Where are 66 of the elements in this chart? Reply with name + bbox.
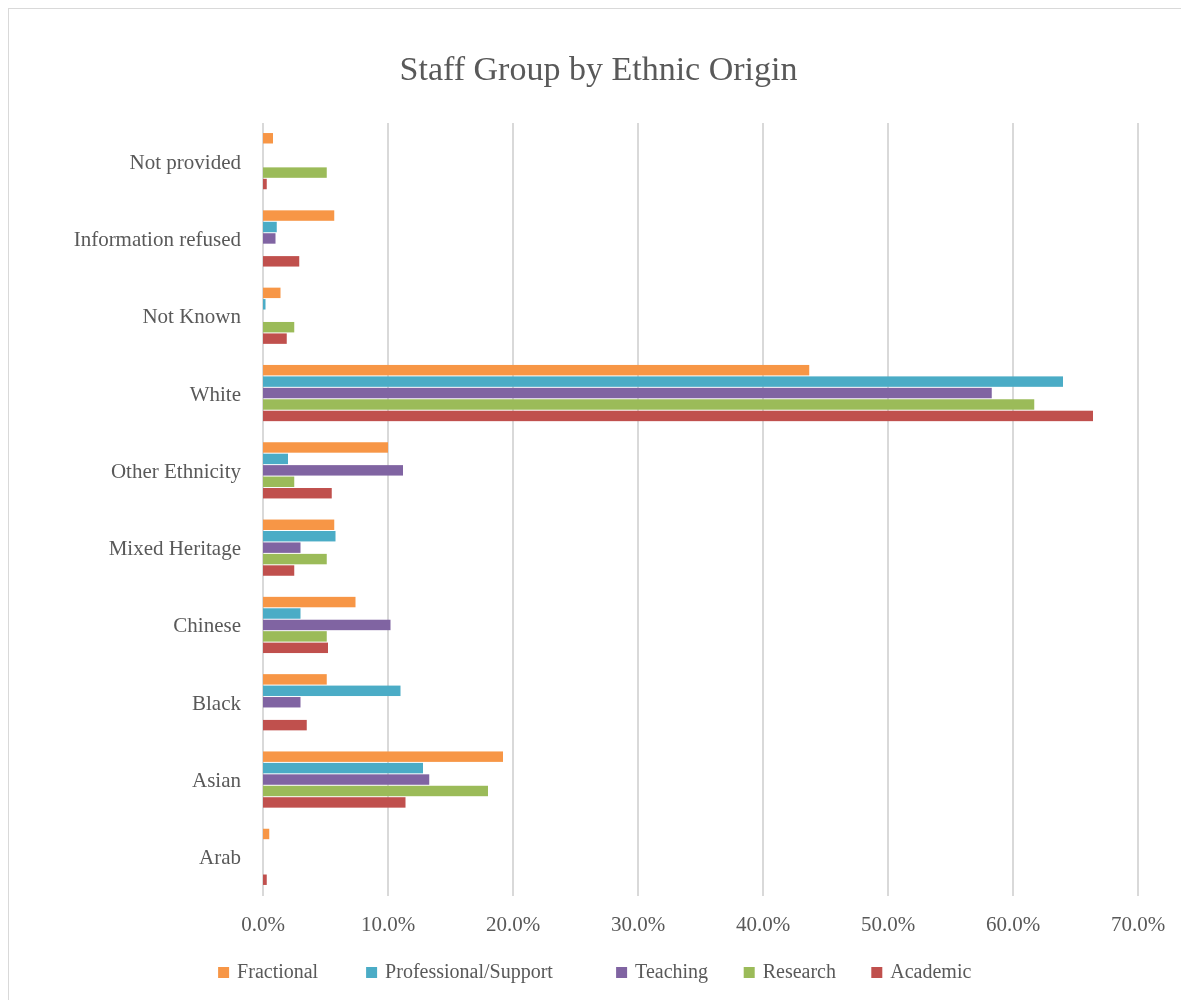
y-tick-label: White [189, 381, 241, 406]
bar [263, 376, 1063, 387]
x-tick-label: 40.0% [735, 912, 791, 936]
bar [263, 299, 266, 310]
legend-label: Teaching [635, 960, 709, 983]
bar [263, 774, 430, 785]
y-tick-label: Asian [192, 768, 242, 793]
x-tick-label: 50.0% [860, 912, 916, 936]
bar [263, 619, 391, 631]
bar [263, 631, 327, 642]
y-tick-label: Arab [199, 845, 241, 870]
bar [263, 697, 301, 708]
bar [263, 178, 267, 190]
bar [263, 321, 295, 333]
bar [263, 410, 1093, 422]
bar [263, 387, 992, 399]
bar [263, 333, 287, 344]
legend-label: Professional/Support [385, 960, 554, 983]
bar [263, 674, 327, 685]
bar [263, 762, 423, 774]
legend-label: Academic [890, 960, 972, 982]
x-tick-label: 0.0% [241, 912, 285, 936]
bar [263, 719, 307, 731]
bar [263, 364, 810, 376]
bar [263, 553, 327, 565]
bar [263, 233, 276, 244]
bar [263, 785, 488, 797]
chart-title: Staff Group by Ethnic Origin [399, 50, 798, 87]
bar [263, 519, 335, 530]
y-tick-label: Other Ethnicity [110, 458, 242, 483]
bar [263, 488, 332, 499]
bar [263, 287, 281, 299]
x-tick-label: 20.0% [485, 912, 541, 936]
bar [263, 221, 277, 233]
bar [263, 530, 336, 542]
bar [263, 453, 288, 465]
legend-label: Fractional [237, 960, 319, 982]
y-tick-label: Chinese [173, 613, 241, 638]
bar [263, 596, 356, 608]
bar [263, 608, 301, 619]
bar [263, 399, 1035, 410]
bar [263, 133, 273, 144]
bar [263, 797, 406, 808]
x-tick-label: 30.0% [610, 912, 666, 936]
bar [263, 256, 300, 267]
y-tick-label: Black [192, 690, 242, 715]
legend-label: Research [762, 960, 836, 982]
y-tick-label: Mixed Heritage [108, 536, 241, 561]
bar [263, 442, 388, 453]
y-tick-label: Not provided [129, 149, 242, 174]
y-tick-label: Not Known [142, 304, 242, 329]
bar [263, 642, 328, 654]
bar [263, 542, 301, 553]
bar [263, 476, 295, 488]
x-tick-label: 70.0% [1110, 912, 1166, 936]
bar [263, 465, 403, 476]
y-tick-label: Information refused [73, 226, 242, 251]
bar [263, 685, 401, 697]
bar [263, 874, 267, 885]
bar [263, 565, 295, 576]
x-tick-label: 60.0% [985, 912, 1041, 936]
bar [263, 751, 503, 762]
bar [263, 210, 335, 221]
x-tick-label: 10.0% [360, 912, 416, 936]
bar [263, 167, 327, 178]
bar [263, 828, 270, 840]
